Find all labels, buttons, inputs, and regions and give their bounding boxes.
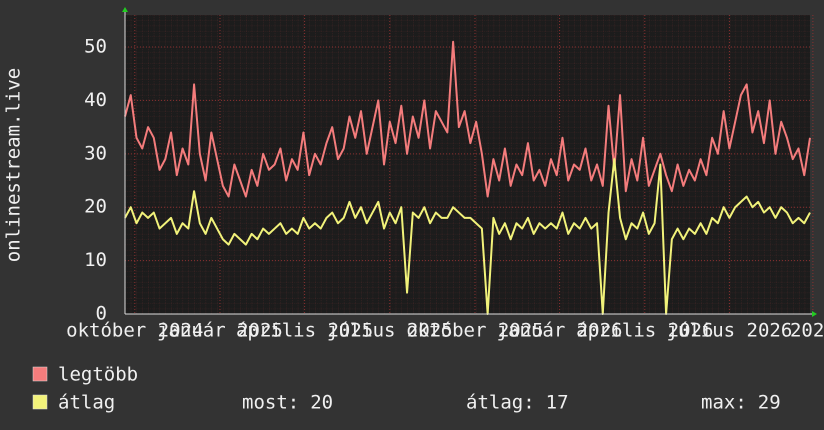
x-tick-label: január 2025 bbox=[157, 320, 283, 342]
y-axis-label: onlinestream.live bbox=[3, 68, 25, 262]
x-tick-label: július 2025 bbox=[327, 320, 453, 342]
summary-label: átlag: bbox=[466, 392, 535, 414]
x-tick-label: április 2025 bbox=[236, 320, 373, 342]
legend-label: legtöbb bbox=[58, 364, 138, 386]
summary-label: most: bbox=[242, 392, 299, 414]
x-tick-label: július 2026 bbox=[666, 320, 792, 342]
minor-grid bbox=[125, 15, 810, 314]
x-tick-label: október 2024 bbox=[66, 320, 203, 342]
x-tick-label: 2026 bbox=[790, 320, 824, 342]
series-line bbox=[124, 158, 811, 315]
legend-label: átlag bbox=[58, 392, 115, 414]
summary-label: max: bbox=[701, 392, 747, 414]
x-tick-label: január 2026 bbox=[497, 320, 623, 342]
summary-value: 29 bbox=[758, 392, 781, 414]
y-tick-label: 0 bbox=[96, 303, 107, 325]
x-tick-label: október 2025 bbox=[406, 320, 543, 342]
legend-swatch bbox=[32, 366, 48, 382]
summary-value: 17 bbox=[546, 392, 569, 414]
summary-value: 20 bbox=[310, 392, 333, 414]
y-tick-label: 20 bbox=[84, 196, 107, 218]
x-arrow bbox=[812, 311, 817, 317]
y-tick-label: 50 bbox=[84, 36, 107, 58]
y-tick-label: 10 bbox=[84, 249, 107, 271]
series-line bbox=[124, 40, 811, 198]
lines bbox=[124, 40, 811, 315]
y-tick-label: 30 bbox=[84, 142, 107, 164]
x-tick-label: április 2026 bbox=[576, 320, 713, 342]
legend: legtöbb átlag most: 20 átlag: 17 max: 29 bbox=[32, 364, 781, 414]
y-arrow bbox=[122, 7, 128, 12]
legend-swatch bbox=[32, 394, 48, 410]
y-tick-label: 40 bbox=[84, 89, 107, 111]
